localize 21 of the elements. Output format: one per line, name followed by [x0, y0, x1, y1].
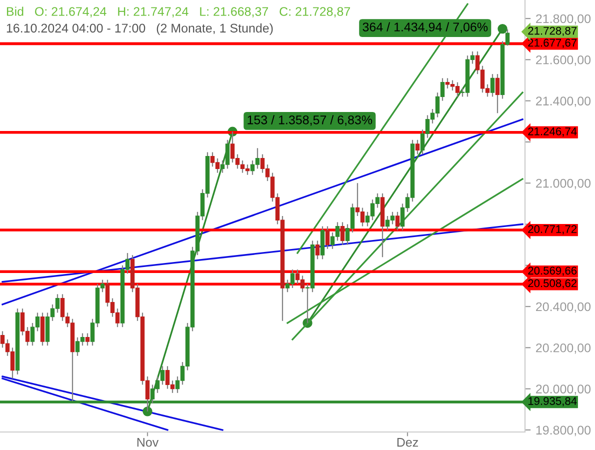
- y-tick-label: 20.200,00: [536, 343, 591, 354]
- ref-line-label: 20.771,72: [528, 225, 576, 234]
- y-tick-label: 21.600,00: [536, 55, 591, 66]
- ref-line-label: 21.246,74: [528, 127, 577, 137]
- y-tick-label: 21.800,00: [536, 14, 591, 25]
- text: 21.728,87: [528, 26, 576, 36]
- annotation: 153 / 1.358,57 / 6,83%: [248, 115, 372, 126]
- ref-line-label: 19.935,84: [528, 397, 577, 406]
- text: 16.10.2024 04:00 - 17:00 (2 Monate, 1 Stunde): [6, 23, 273, 36]
- ref-line-label: 21.677,67: [528, 38, 576, 48]
- y-tick-label: 21.000,00: [536, 178, 591, 190]
- annotation: 364 / 1.434,94 / 7,06%: [362, 22, 488, 33]
- x-tick-label: Nov: [137, 438, 159, 447]
- y-tick-label: 19.800,00: [536, 426, 591, 436]
- chart-title: Bid O: 21.674,24 H: 21.747,24 L: 21.668,37 C: 21.728,87: [6, 6, 350, 18]
- y-tick-label: 20.000,00: [536, 384, 591, 395]
- ref-line-label: 20.569,66: [528, 266, 577, 276]
- ref-line-label: 20.508,62: [528, 279, 576, 288]
- x-tick-label: Dez: [397, 438, 418, 447]
- y-tick-label: 21.400,00: [536, 96, 591, 107]
- y-tick-label: 20.400,00: [536, 302, 591, 313]
